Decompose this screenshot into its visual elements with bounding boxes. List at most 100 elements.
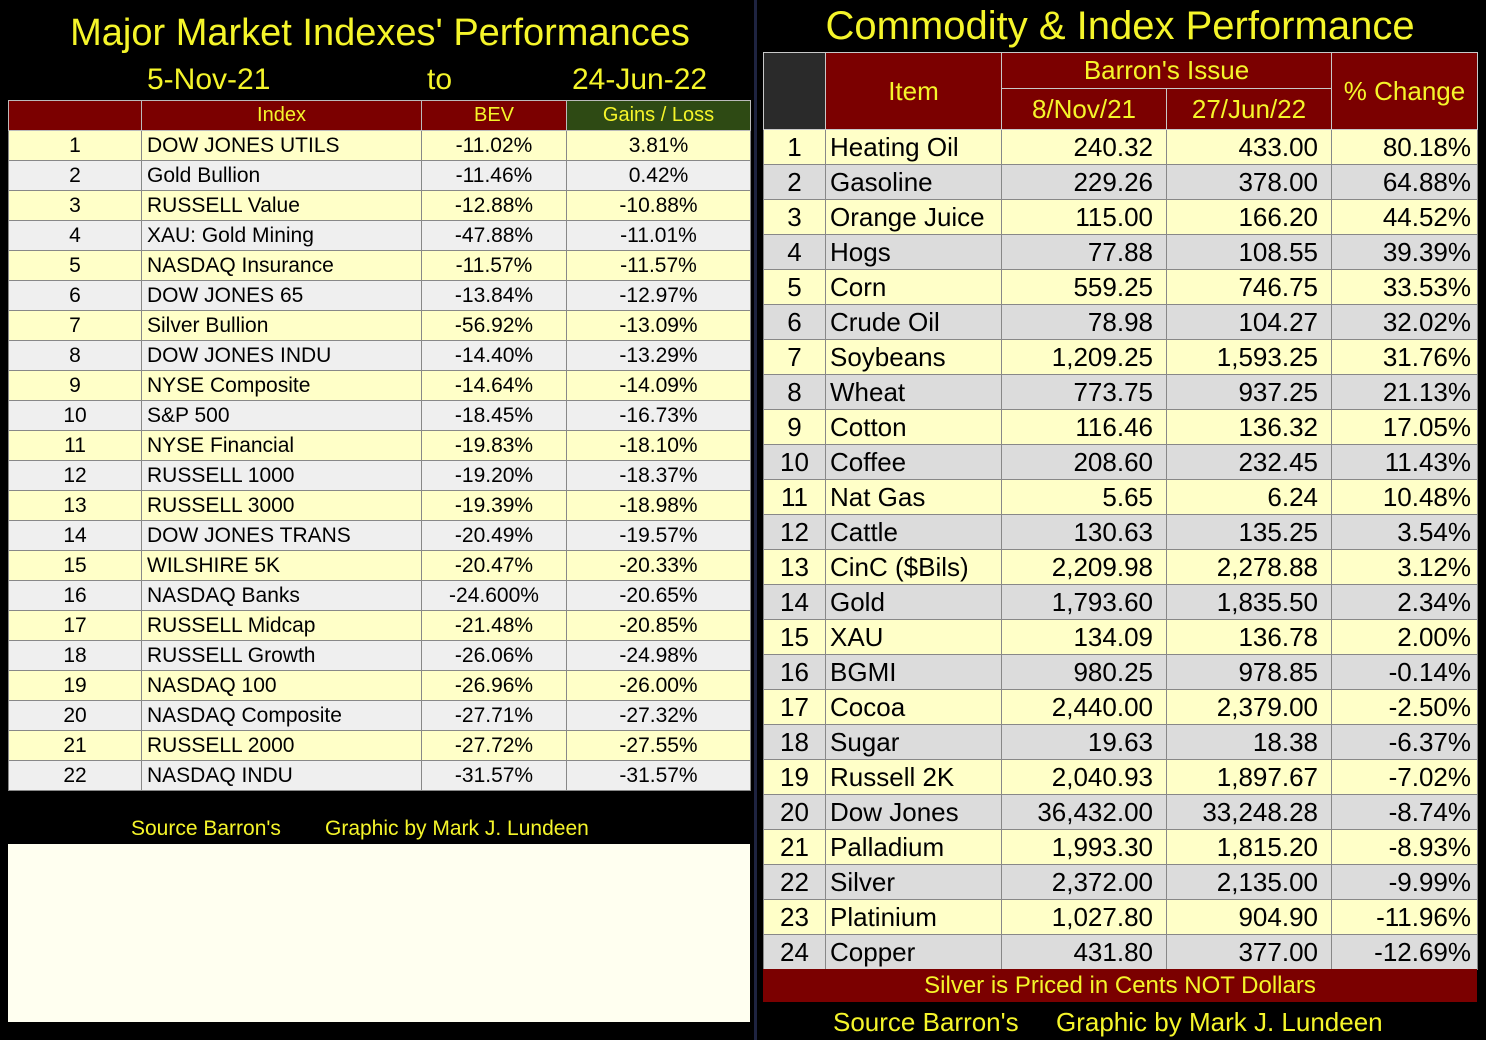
bev-value: -26.96%: [421, 670, 567, 701]
percent-change: -12.69%: [1331, 934, 1478, 970]
right-header-row-1: Item Barron's Issue % Change: [763, 52, 1478, 130]
item-name: Gold: [825, 584, 1002, 620]
value-jun22: 1,835.50: [1166, 584, 1332, 620]
table-row: 20 Dow Jones 36,432.00 33,248.28 -8.74%: [763, 794, 1478, 830]
table-row: 3 Orange Juice 115.00 166.20 44.52%: [763, 199, 1478, 235]
bev-value: -19.83%: [421, 430, 567, 461]
table-row: 9 Cotton 116.46 136.32 17.05%: [763, 409, 1478, 445]
right-header-item: Item: [825, 52, 1002, 130]
left-header-bev: BEV: [421, 100, 567, 131]
row-number: 10: [763, 444, 826, 480]
value-jun22: 1,897.67: [1166, 759, 1332, 795]
table-row: 19 NASDAQ 100 -26.96% -26.00%: [8, 670, 751, 701]
gains-loss-value: -20.85%: [566, 610, 751, 641]
row-number: 17: [8, 610, 142, 641]
gains-loss-value: -20.33%: [566, 550, 751, 581]
index-name: S&P 500: [141, 400, 422, 431]
left-header-gains: Gains / Loss: [566, 100, 751, 131]
percent-change: -9.99%: [1331, 864, 1478, 900]
percent-change: -0.14%: [1331, 654, 1478, 690]
index-name: Gold Bullion: [141, 160, 422, 191]
row-number: 17: [763, 689, 826, 725]
percent-change: 2.34%: [1331, 584, 1478, 620]
major-indexes-table: Index BEV Gains / Loss 1 DOW JONES UTILS -…: [8, 100, 751, 791]
percent-change: 31.76%: [1331, 339, 1478, 375]
table-row: 14 Gold 1,793.60 1,835.50 2.34%: [763, 584, 1478, 620]
gains-loss-value: -24.98%: [566, 640, 751, 671]
value-jun22: 6.24: [1166, 479, 1332, 515]
item-name: Corn: [825, 269, 1002, 305]
row-number: 9: [763, 409, 826, 445]
value-jun22: 904.90: [1166, 899, 1332, 935]
bev-value: -11.02%: [421, 130, 567, 161]
percent-change: 2.00%: [1331, 619, 1478, 655]
item-name: XAU: [825, 619, 1002, 655]
table-row: 13 CinC ($Bils) 2,209.98 2,278.88 3.12%: [763, 549, 1478, 585]
right-table-body: 1 Heating Oil 240.32 433.00 80.18% 2 Gasoline 2…: [763, 129, 1478, 970]
left-date-range: 5-Nov-21 to 24-Jun-22: [0, 60, 752, 100]
gains-loss-value: -11.57%: [566, 250, 751, 281]
value-nov21: 559.25: [1001, 269, 1167, 305]
value-jun22: 166.20: [1166, 199, 1332, 235]
right-credit: Graphic by Mark J. Lundeen: [1056, 1007, 1383, 1037]
gains-loss-value: -11.01%: [566, 220, 751, 251]
item-name: Wheat: [825, 374, 1002, 410]
row-number: 7: [763, 339, 826, 375]
row-number: 8: [763, 374, 826, 410]
table-row: 11 NYSE Financial -19.83% -18.10%: [8, 430, 751, 461]
index-name: XAU: Gold Mining: [141, 220, 422, 251]
value-nov21: 2,440.00: [1001, 689, 1167, 725]
percent-change: 11.43%: [1331, 444, 1478, 480]
table-row: 8 Wheat 773.75 937.25 21.13%: [763, 374, 1478, 410]
table-row: 15 XAU 134.09 136.78 2.00%: [763, 619, 1478, 655]
item-name: Gasoline: [825, 164, 1002, 200]
row-number: 1: [763, 129, 826, 165]
table-row: 12 RUSSELL 1000 -19.20% -18.37%: [8, 460, 751, 491]
value-jun22: 978.85: [1166, 654, 1332, 690]
left-date-to-word: to: [427, 63, 453, 96]
bev-value: -13.84%: [421, 280, 567, 311]
index-name: RUSSELL 3000: [141, 490, 422, 521]
bev-value: -26.06%: [421, 640, 567, 671]
commodity-table: Item Barron's Issue % Change 8/Nov/21 27…: [763, 52, 1478, 970]
left-date-to: 24-Jun-22: [572, 63, 708, 96]
left-credit: Graphic by Mark J. Lundeen: [325, 817, 589, 840]
value-nov21: 240.32: [1001, 129, 1167, 165]
value-nov21: 1,793.60: [1001, 584, 1167, 620]
gains-loss-value: -10.88%: [566, 190, 751, 221]
value-jun22: 108.55: [1166, 234, 1332, 270]
table-row: 6 DOW JONES 65 -13.84% -12.97%: [8, 280, 751, 311]
table-row: 3 RUSSELL Value -12.88% -10.88%: [8, 190, 751, 221]
item-name: Sugar: [825, 724, 1002, 760]
value-nov21: 431.80: [1001, 934, 1167, 970]
table-row: 8 DOW JONES INDU -14.40% -13.29%: [8, 340, 751, 371]
value-jun22: 232.45: [1166, 444, 1332, 480]
left-table-body: 1 DOW JONES UTILS -11.02% 3.81% 2 Gold Bullio…: [8, 130, 751, 791]
item-name: Copper: [825, 934, 1002, 970]
table-row: 12 Cattle 130.63 135.25 3.54%: [763, 514, 1478, 550]
index-name: NASDAQ Composite: [141, 700, 422, 731]
right-header-corner: [763, 52, 826, 130]
right-header-row-2: 8/Nov/21 27/Jun/22: [764, 88, 1478, 130]
percent-change: -6.37%: [1331, 724, 1478, 760]
gains-loss-value: -20.65%: [566, 580, 751, 611]
value-jun22: 2,135.00: [1166, 864, 1332, 900]
value-nov21: 19.63: [1001, 724, 1167, 760]
index-name: DOW JONES INDU: [141, 340, 422, 371]
table-row: 19 Russell 2K 2,040.93 1,897.67 -7.02%: [763, 759, 1478, 795]
row-number: 2: [8, 160, 142, 191]
item-name: Soybeans: [825, 339, 1002, 375]
value-jun22: 378.00: [1166, 164, 1332, 200]
right-title: Commodity & Index Performance: [825, 4, 1415, 48]
table-row: 2 Gasoline 229.26 378.00 64.88%: [763, 164, 1478, 200]
right-source: Source Barron's: [833, 1007, 1019, 1037]
percent-change: 64.88%: [1331, 164, 1478, 200]
item-name: Heating Oil: [825, 129, 1002, 165]
table-row: 21 Palladium 1,993.30 1,815.20 -8.93%: [763, 829, 1478, 865]
index-name: RUSSELL 2000: [141, 730, 422, 761]
table-row: 9 NYSE Composite -14.64% -14.09%: [8, 370, 751, 401]
percent-change: -11.96%: [1331, 899, 1478, 935]
value-jun22: 433.00: [1166, 129, 1332, 165]
table-row: 24 Copper 431.80 377.00 -12.69%: [763, 934, 1478, 970]
bev-value: -20.49%: [421, 520, 567, 551]
